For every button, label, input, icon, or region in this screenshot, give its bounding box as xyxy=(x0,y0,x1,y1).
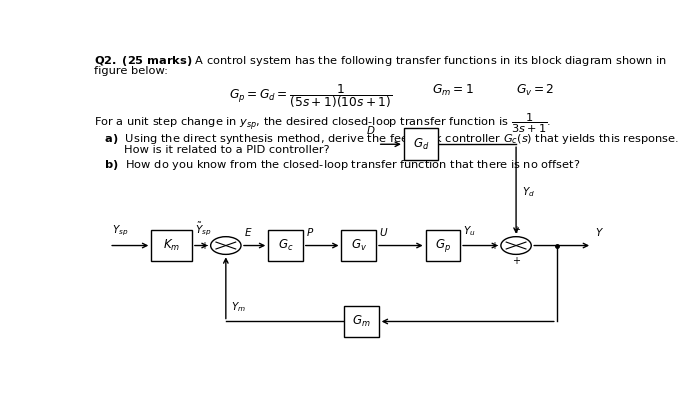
Text: $G_d$: $G_d$ xyxy=(413,137,429,152)
Text: $G_m = 1$: $G_m = 1$ xyxy=(432,83,474,98)
Text: $\tilde{Y}_{sp}$: $\tilde{Y}_{sp}$ xyxy=(195,220,211,238)
Text: $Y$: $Y$ xyxy=(595,226,604,238)
Text: +: + xyxy=(490,240,498,251)
Text: $G_c$: $G_c$ xyxy=(278,238,293,253)
Bar xyxy=(342,230,376,261)
Text: $K_m$: $K_m$ xyxy=(163,238,180,253)
Circle shape xyxy=(501,237,531,254)
Text: For a unit step change in $y_{sp}$, the desired closed-loop transfer function is: For a unit step change in $y_{sp}$, the … xyxy=(94,111,552,134)
Text: +: + xyxy=(512,225,520,235)
Text: $Y_d$: $Y_d$ xyxy=(522,185,535,199)
Text: $Y_u$: $Y_u$ xyxy=(463,224,475,238)
Bar xyxy=(344,306,379,337)
Text: -: - xyxy=(224,256,228,266)
Text: $Y_m$: $Y_m$ xyxy=(231,300,246,314)
Text: +: + xyxy=(512,256,520,266)
Text: $G_p = G_d = \dfrac{1}{(5s+1)(10s+1)}$: $G_p = G_d = \dfrac{1}{(5s+1)(10s+1)}$ xyxy=(228,83,392,111)
Circle shape xyxy=(211,237,241,254)
Text: $G_m$: $G_m$ xyxy=(352,314,371,329)
Text: figure below:: figure below: xyxy=(94,66,168,76)
Bar xyxy=(268,230,303,261)
Text: $D$: $D$ xyxy=(365,125,375,136)
Bar xyxy=(151,230,192,261)
Text: $U$: $U$ xyxy=(379,226,388,238)
Text: $G_v$: $G_v$ xyxy=(351,238,367,253)
Bar xyxy=(404,128,438,160)
Text: +: + xyxy=(200,240,208,251)
Text: $G_v = 2$: $G_v = 2$ xyxy=(516,83,554,98)
Text: $P$: $P$ xyxy=(305,226,314,238)
Text: $Y_{sp}$: $Y_{sp}$ xyxy=(112,223,128,238)
Bar xyxy=(426,230,460,261)
Text: $G_p$: $G_p$ xyxy=(435,237,451,254)
Text: $\mathbf{b)}$  How do you know from the closed-loop transfer function that there: $\mathbf{b)}$ How do you know from the c… xyxy=(94,158,580,172)
Text: $\mathbf{Q2.\ (25\ marks)}$ A control system has the following transfer function: $\mathbf{Q2.\ (25\ marks)}$ A control sy… xyxy=(94,54,667,68)
Text: $E$: $E$ xyxy=(244,226,252,238)
Text: How is it related to a PID controller?: How is it related to a PID controller? xyxy=(125,145,330,155)
Text: $\mathbf{a)}$  Using the direct synthesis method, derive the feedback controller: $\mathbf{a)}$ Using the direct synthesis… xyxy=(94,132,679,145)
